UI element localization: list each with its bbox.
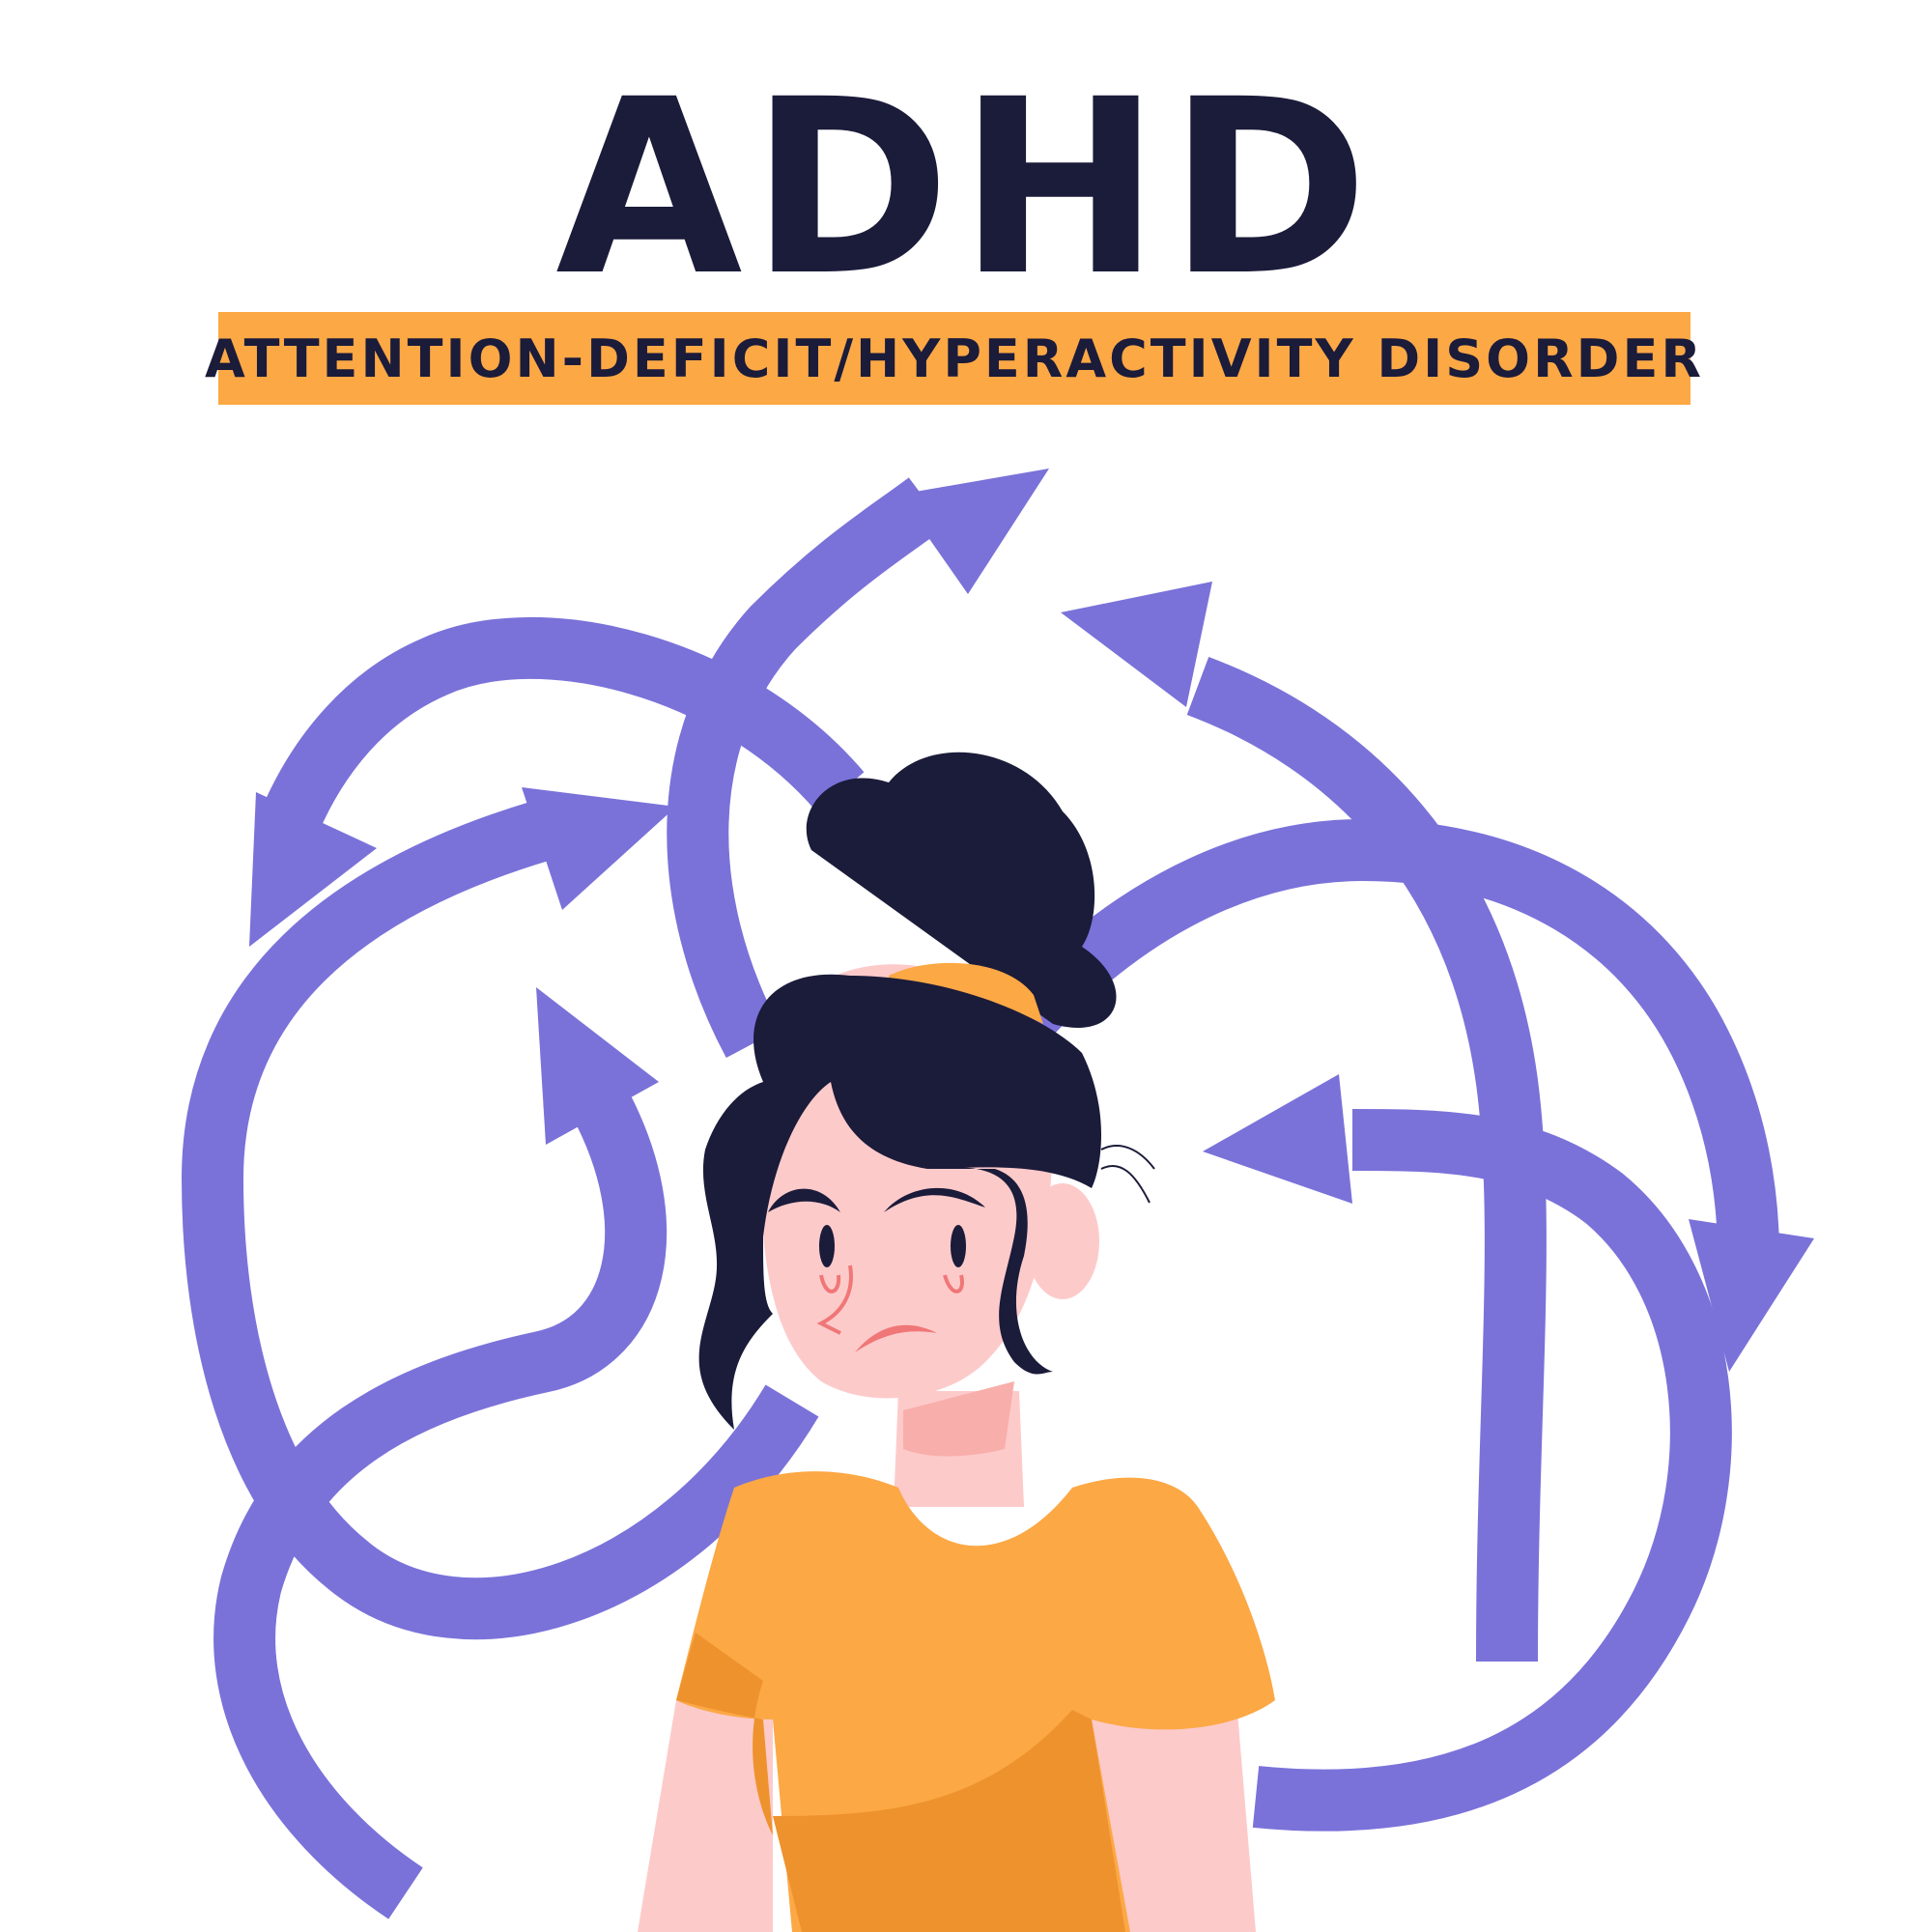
left-cheek-marks: [816, 1264, 853, 1335]
subtitle-banner: ATTENTION-DEFICIT/HYPERACTIVITY DISORDER: [205, 312, 1701, 405]
arrow-center-up: [667, 469, 1049, 1059]
arrow-right-down: [980, 818, 1814, 1372]
right-eye: [951, 1225, 966, 1267]
left-arm: [638, 1700, 773, 1932]
stray-hairs: [1100, 1145, 1155, 1204]
right-arm: [1092, 1700, 1256, 1932]
arrow-top-right: [1061, 582, 1547, 1662]
left-eye: [819, 1225, 835, 1267]
woman-figure: [638, 752, 1275, 1932]
right-eyebrow: [884, 1187, 985, 1212]
hair: [698, 974, 1101, 1430]
page-title: ADHD: [555, 47, 1377, 328]
left-eyebrow: [768, 1188, 840, 1212]
hair-bun: [806, 752, 1117, 1028]
arrow-lower-left-s: [213, 987, 668, 1919]
ear: [1026, 1183, 1099, 1299]
arrow-left-big-loop: [181, 787, 819, 1640]
arrow-right-loop-left: [1203, 1074, 1732, 1832]
subtitle-text: ATTENTION-DEFICIT/HYPERACTIVITY DISORDER: [205, 327, 1704, 389]
right-cheek-marks: [943, 1274, 964, 1293]
frown-mouth: [855, 1324, 937, 1352]
